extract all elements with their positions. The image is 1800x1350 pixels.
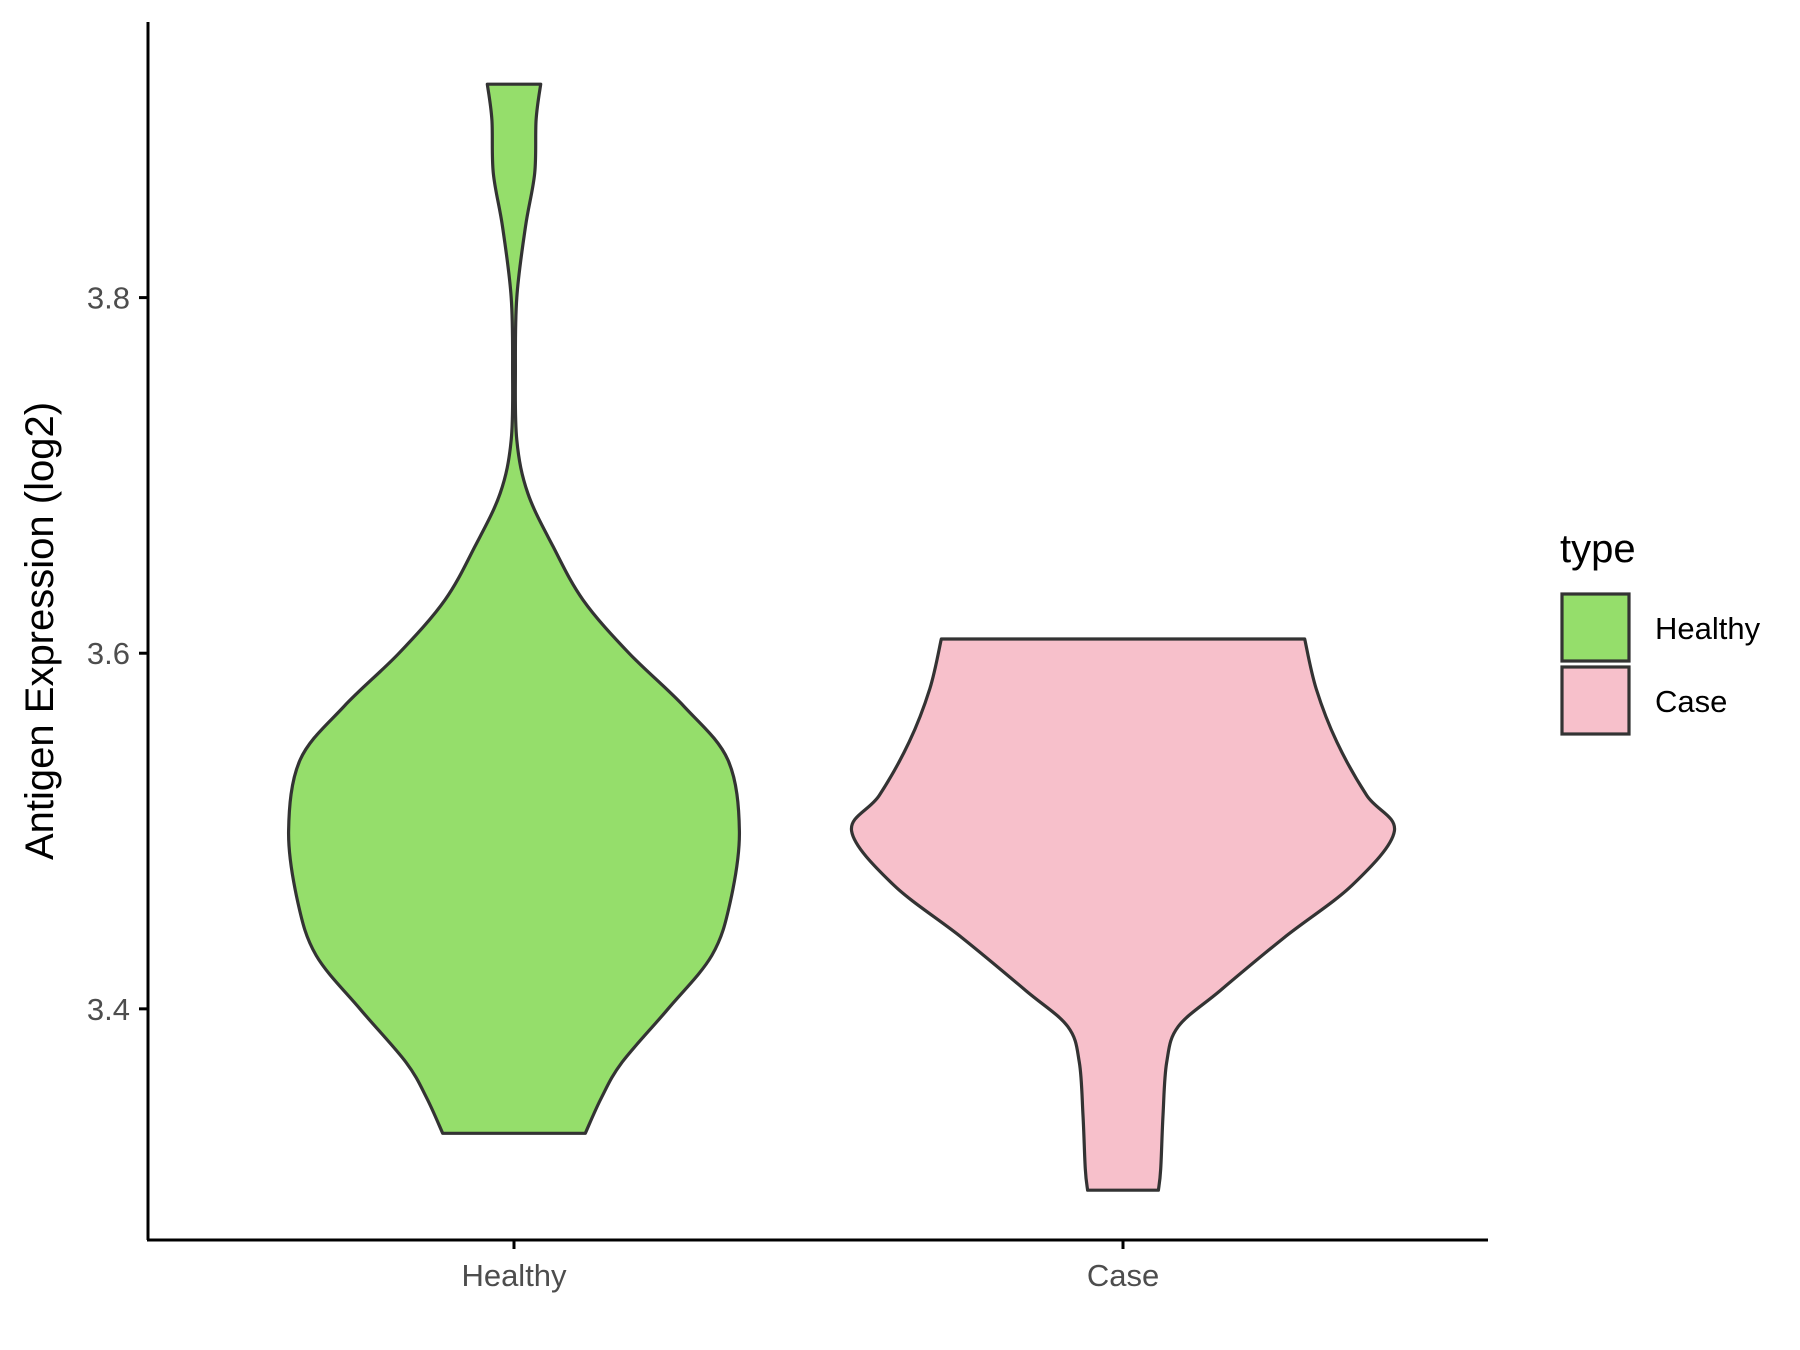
- violin-layer: [286, 82, 1397, 1192]
- y-ticks: 3.4 3.6 3.8: [87, 281, 148, 1027]
- x-ticks: Healthy Case: [461, 1240, 1159, 1293]
- legend: type Healthy Case: [1560, 527, 1761, 736]
- legend-key-case: [1560, 665, 1631, 736]
- legend-label-healthy: Healthy: [1655, 611, 1761, 646]
- violin-healthy: [286, 82, 742, 1135]
- y-tick-label: 3.6: [87, 636, 130, 671]
- legend-key-healthy: [1560, 592, 1631, 663]
- x-tick-label: Healthy: [461, 1258, 567, 1293]
- y-axis-title: Antigen Expression (log2): [18, 402, 62, 860]
- legend-title: type: [1560, 527, 1636, 571]
- violin-case: [849, 637, 1397, 1192]
- y-tick-label: 3.4: [87, 992, 130, 1027]
- legend-label-case: Case: [1655, 684, 1727, 719]
- x-tick-label: Case: [1087, 1258, 1159, 1293]
- axes: [146, 22, 1488, 1242]
- legend-items: Healthy Case: [1560, 592, 1761, 736]
- y-tick-label: 3.8: [87, 281, 130, 316]
